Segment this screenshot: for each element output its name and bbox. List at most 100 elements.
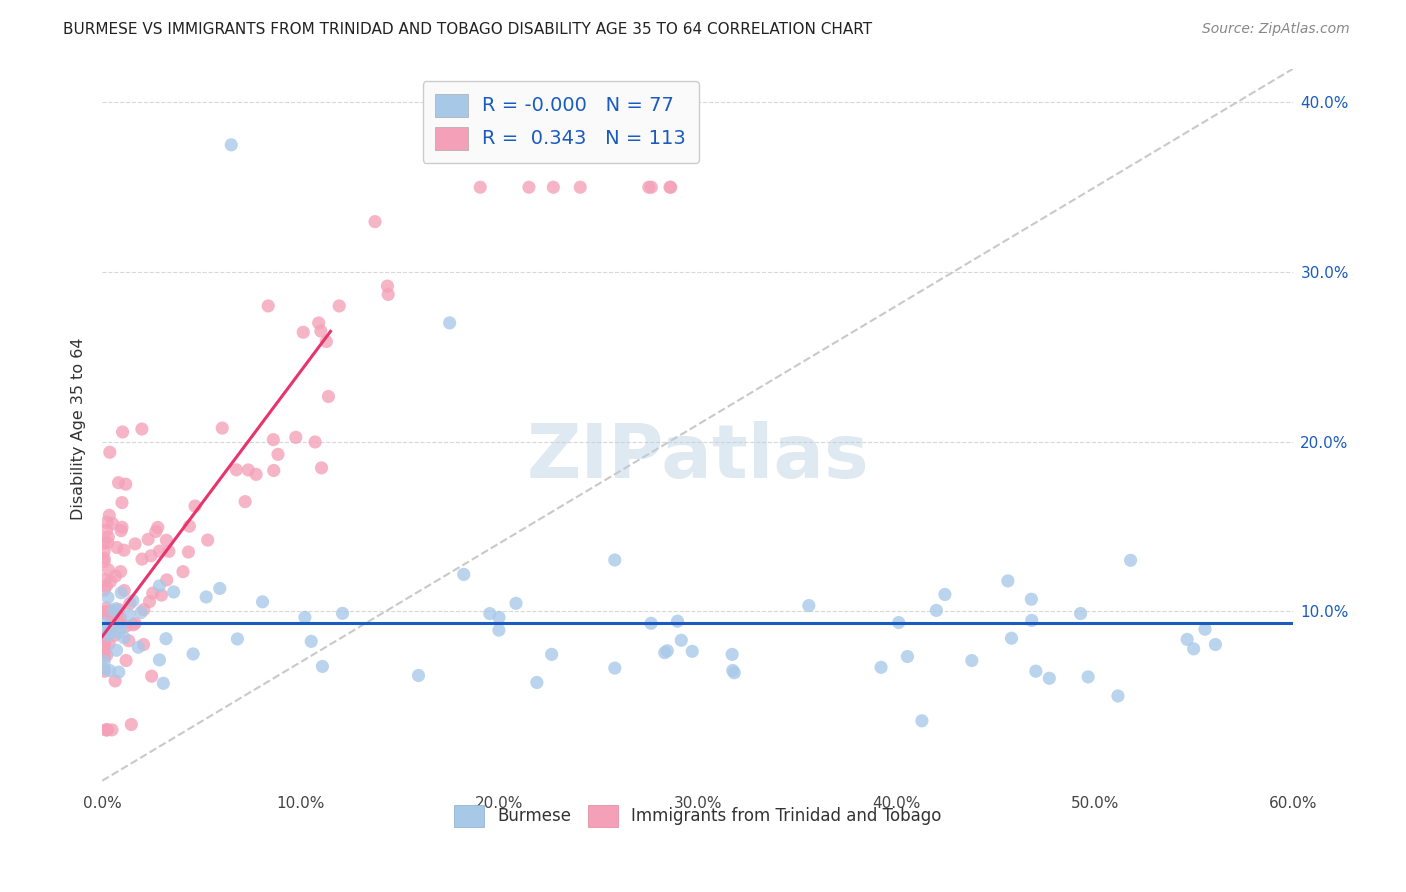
- Point: [98, 625, 121, 640]
- Point: [93, 621, 115, 635]
- Point: [98, 664, 121, 678]
- Point: [93, 536, 115, 550]
- Point: [666, 614, 689, 628]
- Point: [96, 723, 118, 737]
- Point: [911, 714, 934, 728]
- Point: [98, 636, 121, 650]
- Point: [195, 590, 218, 604]
- Point: [96, 605, 118, 619]
- Point: [148, 653, 170, 667]
- Point: [172, 565, 194, 579]
- Point: [1070, 607, 1092, 621]
- Point: [101, 516, 124, 531]
- Point: [139, 549, 162, 563]
- Point: [93, 649, 115, 664]
- Point: [640, 616, 662, 631]
- Point: [136, 533, 159, 547]
- Point: [148, 579, 170, 593]
- Point: [98, 445, 121, 459]
- Point: [93, 662, 115, 676]
- Point: [219, 137, 242, 152]
- Point: [328, 299, 350, 313]
- Point: [131, 552, 153, 566]
- Point: [887, 615, 910, 630]
- Point: [155, 533, 177, 548]
- Point: [94, 723, 117, 737]
- Point: [1038, 671, 1060, 685]
- Point: [101, 604, 124, 618]
- Point: [377, 279, 399, 293]
- Point: [105, 643, 128, 657]
- Point: [108, 603, 131, 617]
- Point: [97, 535, 120, 549]
- Point: [267, 447, 290, 461]
- Point: [934, 587, 956, 601]
- Point: [308, 316, 330, 330]
- Point: [110, 621, 132, 635]
- Legend: Burmese, Immigrants from Trinidad and Tobago: Burmese, Immigrants from Trinidad and To…: [446, 797, 950, 835]
- Point: [104, 628, 127, 642]
- Point: [93, 644, 115, 658]
- Point: [112, 583, 135, 598]
- Point: [659, 180, 682, 194]
- Point: [124, 537, 146, 551]
- Point: [96, 648, 118, 663]
- Point: [152, 676, 174, 690]
- Point: [637, 180, 659, 194]
- Point: [138, 594, 160, 608]
- Point: [96, 523, 118, 537]
- Point: [111, 495, 134, 509]
- Point: [157, 544, 180, 558]
- Point: [112, 543, 135, 558]
- Point: [238, 463, 260, 477]
- Point: [112, 631, 135, 645]
- Point: [107, 612, 129, 626]
- Point: [925, 603, 948, 617]
- Point: [797, 599, 820, 613]
- Point: [104, 673, 127, 688]
- Point: [141, 669, 163, 683]
- Point: [294, 610, 316, 624]
- Point: [93, 555, 115, 569]
- Point: [1021, 592, 1043, 607]
- Point: [111, 520, 134, 534]
- Point: [96, 723, 118, 737]
- Point: [148, 544, 170, 558]
- Point: [110, 610, 132, 624]
- Y-axis label: Disability Age 35 to 64: Disability Age 35 to 64: [72, 337, 86, 520]
- Point: [311, 659, 333, 673]
- Point: [225, 463, 247, 477]
- Point: [197, 533, 219, 547]
- Point: [146, 520, 169, 534]
- Point: [93, 544, 115, 558]
- Point: [284, 430, 307, 444]
- Point: [1119, 553, 1142, 567]
- Point: [155, 632, 177, 646]
- Point: [721, 648, 744, 662]
- Point: [129, 606, 152, 620]
- Text: BURMESE VS IMMIGRANTS FROM TRINIDAD AND TOBAGO DISABILITY AGE 35 TO 64 CORRELATI: BURMESE VS IMMIGRANTS FROM TRINIDAD AND …: [63, 22, 872, 37]
- Point: [104, 601, 127, 615]
- Point: [118, 607, 141, 622]
- Point: [107, 665, 129, 679]
- Point: [124, 616, 146, 631]
- Point: [93, 583, 115, 598]
- Point: [1182, 641, 1205, 656]
- Point: [488, 623, 510, 637]
- Point: [488, 610, 510, 624]
- Point: [453, 567, 475, 582]
- Point: [163, 585, 186, 599]
- Point: [262, 433, 284, 447]
- Point: [1175, 632, 1198, 647]
- Point: [120, 717, 142, 731]
- Point: [97, 563, 120, 577]
- Point: [257, 299, 280, 313]
- Point: [654, 646, 676, 660]
- Point: [110, 586, 132, 600]
- Point: [132, 602, 155, 616]
- Point: [96, 601, 118, 615]
- Point: [332, 607, 354, 621]
- Point: [470, 180, 492, 194]
- Point: [377, 287, 399, 301]
- Point: [93, 665, 115, 679]
